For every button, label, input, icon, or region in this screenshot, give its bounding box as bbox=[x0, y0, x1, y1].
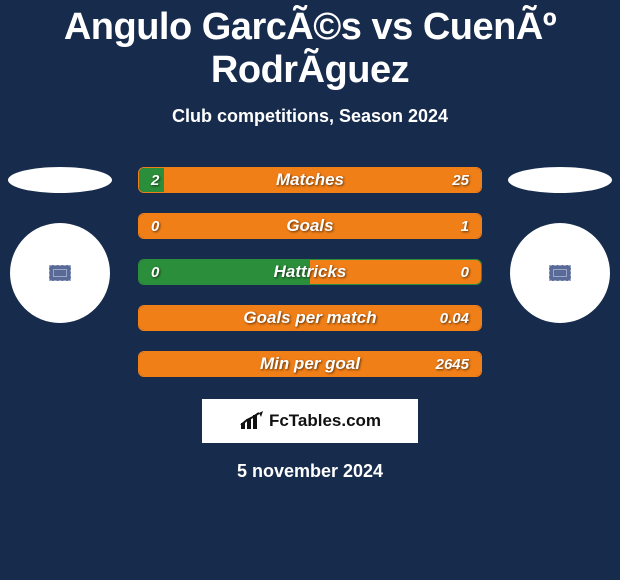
player-right-ellipse bbox=[508, 167, 612, 193]
comparison-bars: 2Matches250Goals10Hattricks0Goals per ma… bbox=[138, 167, 482, 377]
brand-text: FcTables.com bbox=[269, 411, 381, 431]
stat-label: Goals per match bbox=[139, 306, 481, 330]
stat-label: Goals bbox=[139, 214, 481, 238]
stat-value-right: 1 bbox=[461, 214, 469, 238]
comparison-content: 2Matches250Goals10Hattricks0Goals per ma… bbox=[0, 167, 620, 377]
stat-bar: 0Hattricks0 bbox=[138, 259, 482, 285]
stat-bar: Min per goal2645 bbox=[138, 351, 482, 377]
player-right-panel bbox=[500, 167, 620, 323]
stat-bar: 0Goals1 bbox=[138, 213, 482, 239]
stat-value-right: 0 bbox=[461, 260, 469, 284]
placeholder-flag-icon bbox=[49, 265, 71, 281]
stat-value-right: 25 bbox=[452, 168, 469, 192]
stat-value-right: 0.04 bbox=[440, 306, 469, 330]
placeholder-flag-icon bbox=[549, 265, 571, 281]
stat-label: Min per goal bbox=[139, 352, 481, 376]
stat-bar: 2Matches25 bbox=[138, 167, 482, 193]
player-left-ellipse bbox=[8, 167, 112, 193]
player-right-avatar bbox=[510, 223, 610, 323]
player-left-avatar bbox=[10, 223, 110, 323]
stat-label: Hattricks bbox=[139, 260, 481, 284]
brand-box: FcTables.com bbox=[202, 399, 418, 443]
stat-label: Matches bbox=[139, 168, 481, 192]
brand-chart-icon bbox=[239, 411, 265, 431]
stat-value-right: 2645 bbox=[436, 352, 469, 376]
page-title: Angulo GarcÃ©s vs CuenÃº RodrÃ­guez bbox=[0, 0, 620, 92]
stat-bar: Goals per match0.04 bbox=[138, 305, 482, 331]
player-left-panel bbox=[0, 167, 120, 323]
date-label: 5 november 2024 bbox=[0, 461, 620, 482]
page-subtitle: Club competitions, Season 2024 bbox=[0, 106, 620, 127]
